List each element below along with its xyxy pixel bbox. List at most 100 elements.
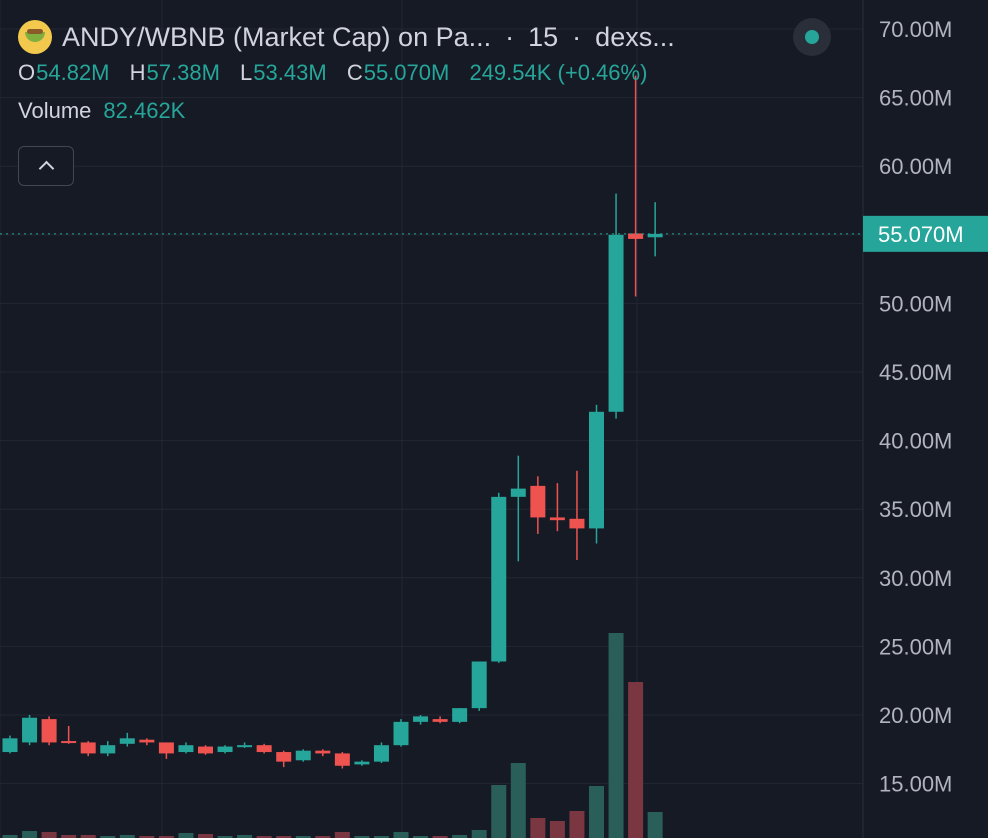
candle-body[interactable]	[471, 661, 487, 709]
volume-bar	[295, 836, 311, 838]
price-axis[interactable]: 70.00M65.00M60.00M55.00M50.00M45.00M40.0…	[879, 17, 952, 797]
price-tick-label: 65.00M	[879, 86, 952, 111]
volume-bar	[80, 835, 96, 838]
candle-body[interactable]	[334, 753, 350, 766]
volume-bar	[22, 831, 38, 838]
candle-body[interactable]	[80, 742, 96, 754]
candle-body[interactable]	[628, 233, 644, 239]
price-tick-label: 35.00M	[879, 497, 952, 522]
symbol-title[interactable]: ANDY/WBNB (Market Cap) on Pa...	[62, 22, 492, 52]
candle-body[interactable]	[549, 517, 565, 521]
candle-body[interactable]	[413, 716, 429, 722]
volume-bar	[569, 811, 585, 838]
volume-bar	[471, 830, 487, 838]
volume-bar	[393, 832, 409, 838]
candle-body[interactable]	[589, 411, 604, 529]
volume-bar	[373, 836, 389, 838]
volume-bar	[100, 836, 116, 838]
candle-body[interactable]	[41, 719, 57, 743]
volume-bar	[491, 785, 507, 838]
volume-bar	[237, 835, 253, 838]
volume-bar	[628, 682, 644, 838]
candle-body[interactable]	[569, 518, 585, 529]
candle-body[interactable]	[139, 739, 155, 743]
volume-bar	[178, 833, 194, 838]
price-tick-label: 30.00M	[879, 566, 952, 591]
candles[interactable]	[2, 75, 663, 769]
candle-body[interactable]	[608, 234, 624, 412]
andy-token-icon	[18, 20, 52, 54]
candle-body[interactable]	[295, 750, 311, 761]
candle-body[interactable]	[100, 745, 116, 754]
candle-body[interactable]	[510, 488, 526, 497]
volume-bar	[354, 836, 370, 838]
candle-body[interactable]	[178, 745, 194, 753]
volume-bar	[198, 834, 213, 838]
volume-bar	[41, 832, 57, 838]
candle-body[interactable]	[491, 496, 507, 662]
high-key: H	[129, 60, 146, 85]
low-key: L	[240, 60, 253, 85]
open-value: 54.82M	[36, 60, 110, 85]
candle-body[interactable]	[393, 721, 409, 746]
change-value: 249.54K (+0.46%)	[469, 60, 648, 85]
price-tick-label: 50.00M	[879, 291, 952, 316]
candle-body[interactable]	[256, 745, 272, 753]
volume-bar	[452, 835, 468, 838]
volume-bar	[647, 812, 663, 838]
volume-bar	[608, 633, 624, 838]
price-tick-label: 25.00M	[879, 634, 952, 659]
volume-bar	[549, 821, 565, 838]
last-price-tag-label: 55.070M	[878, 222, 964, 247]
last-price-tag: 55.070M	[863, 215, 988, 252]
volume-bar	[2, 835, 18, 838]
symbol-row: ANDY/WBNB (Market Cap) on Pa... · 15 · d…	[18, 18, 675, 56]
candle-body[interactable]	[22, 717, 38, 743]
volume-bar	[413, 836, 429, 838]
market-status-icon[interactable]	[793, 18, 831, 56]
volume-value: 82.462K	[103, 98, 186, 123]
candle-body[interactable]	[2, 738, 18, 753]
candle-body[interactable]	[647, 233, 663, 238]
candle-body[interactable]	[530, 485, 546, 518]
candle-body[interactable]	[119, 738, 135, 744]
close-key: C	[346, 60, 363, 85]
candle-body[interactable]	[237, 745, 253, 748]
volume-bars	[2, 633, 663, 838]
volume-bar	[432, 836, 448, 838]
volume-key: Volume	[18, 98, 92, 123]
high-value: 57.38M	[146, 60, 220, 85]
volume-bar	[61, 835, 77, 838]
volume-bar	[334, 832, 350, 838]
price-tick-label: 15.00M	[879, 772, 952, 797]
last-price-tag-bg	[863, 215, 988, 252]
separator-dot: ·	[505, 22, 515, 52]
price-tick-label: 70.00M	[879, 17, 952, 42]
volume-bar	[530, 818, 546, 838]
volume-bar	[217, 836, 233, 838]
volume-bar	[276, 836, 292, 838]
source-label[interactable]: dexs...	[595, 22, 675, 52]
price-tick-label: 40.00M	[879, 429, 952, 454]
low-value: 53.43M	[253, 60, 327, 85]
candle-body[interactable]	[217, 746, 233, 753]
candle-body[interactable]	[354, 761, 370, 765]
volume-row: Volume 82.462K	[18, 96, 675, 126]
interval-label[interactable]: 15	[528, 22, 559, 52]
candle-body[interactable]	[315, 750, 331, 754]
candle-body[interactable]	[432, 719, 448, 722]
candle-body[interactable]	[452, 708, 468, 722]
collapse-legend-button[interactable]	[18, 146, 74, 186]
candle-body[interactable]	[373, 745, 389, 762]
candle-body[interactable]	[158, 742, 174, 754]
price-tick-label: 20.00M	[879, 703, 952, 728]
price-tick-label: 45.00M	[879, 360, 952, 385]
candle-body[interactable]	[276, 752, 292, 762]
open-key: O	[18, 60, 36, 85]
candle-body[interactable]	[61, 741, 77, 744]
candle-body[interactable]	[198, 746, 213, 754]
grid-lines	[0, 0, 863, 838]
separator-dot: ·	[572, 22, 582, 52]
close-value: 55.070M	[363, 60, 450, 85]
